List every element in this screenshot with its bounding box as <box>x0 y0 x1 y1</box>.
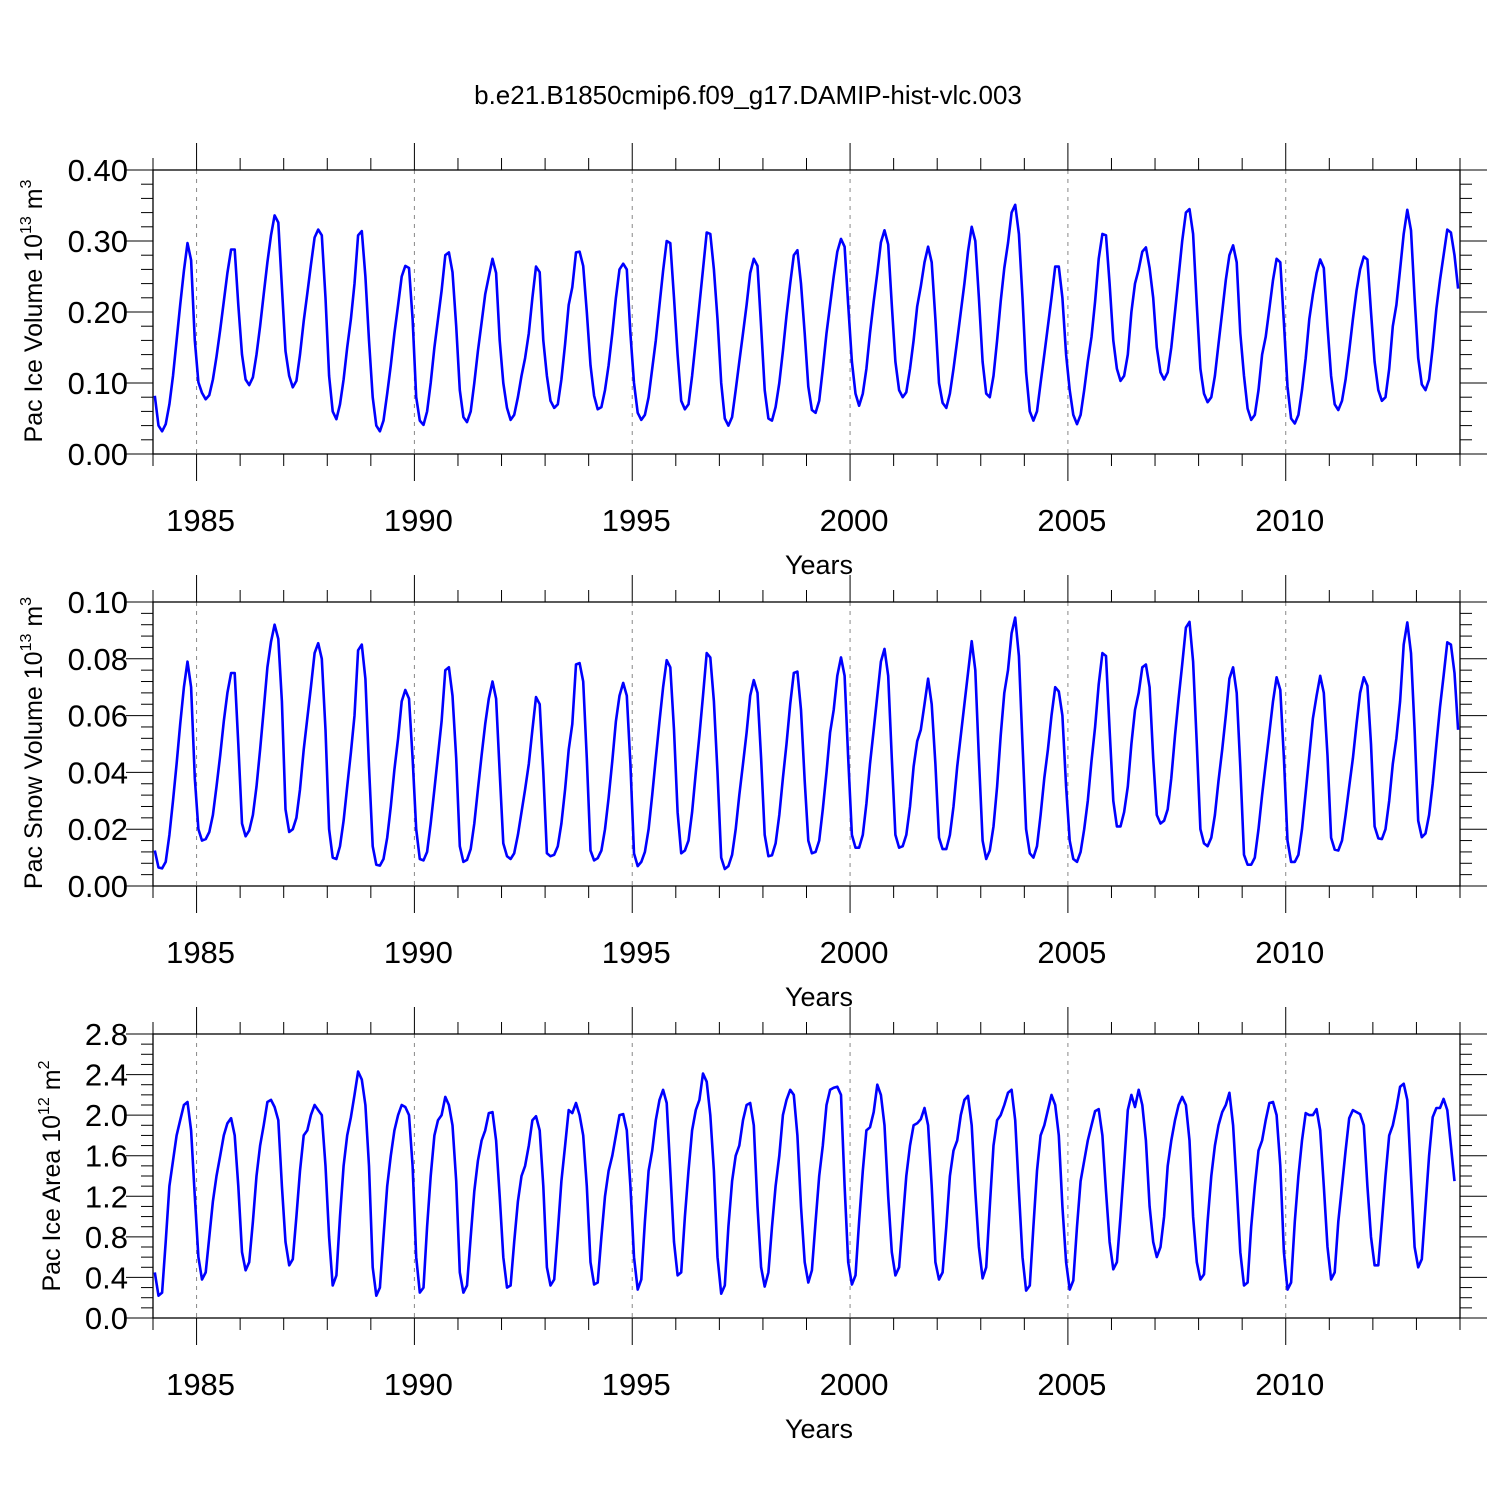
y-tick-label: 0.02 <box>68 812 128 847</box>
x-tick-label: 1990 <box>384 935 453 970</box>
x-tick-label: 1990 <box>384 503 453 538</box>
y-tick-label: 2.0 <box>85 1098 128 1133</box>
y-tick-label: 0.06 <box>68 699 128 734</box>
xlabel-ice-volume: Years <box>785 550 853 580</box>
x-tick-label: 2005 <box>1037 503 1106 538</box>
x-tick-label: 2000 <box>820 1367 889 1402</box>
x-tick-label: 2000 <box>820 935 889 970</box>
y-tick-label: 2.8 <box>85 1017 128 1052</box>
y-tick-label: 0.04 <box>68 755 128 790</box>
y-tick-label: 0.20 <box>68 295 128 330</box>
series-line <box>153 203 1460 433</box>
y-tick-label: 0.08 <box>68 642 128 677</box>
xlabel-snow-volume: Years <box>785 982 853 1012</box>
plot-frame <box>152 601 1461 887</box>
ylabel-ice-volume: Pac Ice Volume 1013 m3 <box>18 179 48 442</box>
ylabel-ice-area: Pac Ice Area 1012 m2 <box>36 1060 66 1291</box>
xlabel-ice-area: Years <box>785 1414 853 1444</box>
panel-ice-area: Pac Ice Area 1012 m2 Years 1985 1990 1995 2… <box>36 1007 1487 1444</box>
y-tick-label: 1.2 <box>85 1179 128 1214</box>
y-tick-label: 0.30 <box>68 224 128 259</box>
x-tick-label: 1995 <box>602 935 671 970</box>
y-tick-label: 1.6 <box>85 1139 128 1174</box>
y-tick-label: 0.10 <box>68 366 128 401</box>
x-tick-label: 2010 <box>1255 1367 1324 1402</box>
plot-frame <box>152 169 1461 455</box>
x-tick-label: 1995 <box>602 503 671 538</box>
panel-snow-volume: Pac Snow Volume 1013 m3 Years 1985 1990 19… <box>18 575 1487 1012</box>
y-tick-label: 2.4 <box>85 1058 128 1093</box>
series-line <box>153 1070 1456 1297</box>
y-tick-label: 0.40 <box>68 153 128 188</box>
x-tick-label: 2005 <box>1037 935 1106 970</box>
x-tick-label: 1985 <box>166 503 235 538</box>
ylabel-snow-volume: Pac Snow Volume 1013 m3 <box>18 597 48 889</box>
x-tick-label: 1990 <box>384 1367 453 1402</box>
x-tick-label: 1985 <box>166 935 235 970</box>
x-tick-label: 1995 <box>602 1367 671 1402</box>
series-line <box>153 616 1460 871</box>
figure-title: b.e21.B1850cmip6.f09_g17.DAMIP-hist-vlc.… <box>474 80 1022 110</box>
y-tick-label: 0.4 <box>85 1260 128 1295</box>
y-tick-label: 0.00 <box>68 437 128 472</box>
x-tick-label: 2000 <box>820 503 889 538</box>
y-tick-label: 0.10 <box>68 585 128 620</box>
x-tick-label: 2010 <box>1255 935 1324 970</box>
x-tick-label: 1985 <box>166 1367 235 1402</box>
y-tick-label: 0.0 <box>85 1301 128 1336</box>
panel-ice-volume: Pac Ice Volume 1013 m3 Years 1985 1990 199… <box>18 143 1487 580</box>
y-tick-label: 0.00 <box>68 869 128 904</box>
y-tick-label: 0.8 <box>85 1220 128 1255</box>
x-tick-label: 2010 <box>1255 503 1324 538</box>
x-tick-label: 2005 <box>1037 1367 1106 1402</box>
